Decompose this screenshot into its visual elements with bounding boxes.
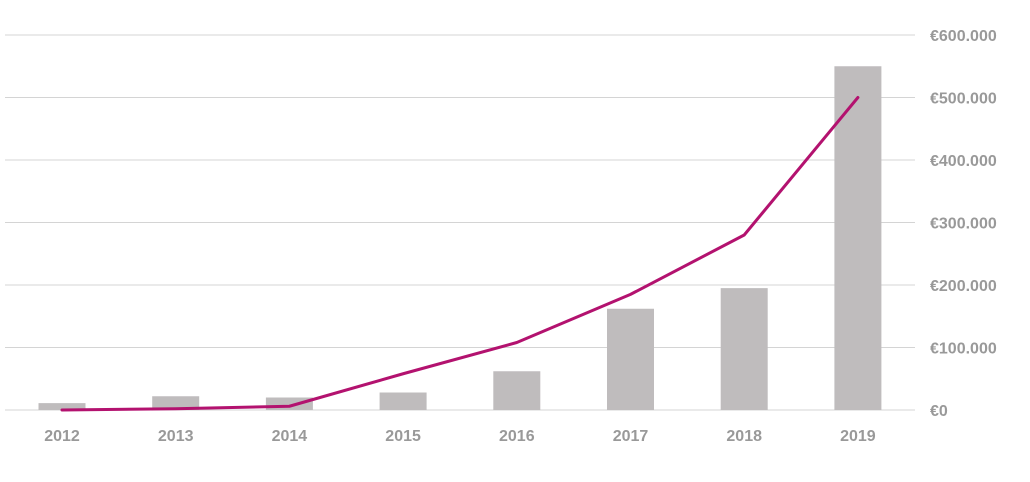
bar-2012 xyxy=(38,403,86,410)
y-tick-label: €400.000 xyxy=(930,153,997,170)
y-tick-label: €600.000 xyxy=(930,28,997,45)
line-series xyxy=(60,96,860,412)
bar-2017 xyxy=(607,308,654,410)
x-tick-label: 2012 xyxy=(44,428,80,445)
bar-2015 xyxy=(379,392,427,410)
y-tick-label: €300.000 xyxy=(930,216,997,233)
y-tick-label: €100.000 xyxy=(930,341,997,358)
line-layer xyxy=(60,96,860,412)
y-axis-tick-labels: €0 €100.000 €200.000 €300.000 €400.000 €500.0… xyxy=(930,28,997,420)
x-tick-label: 2015 xyxy=(385,428,421,445)
bar-2013 xyxy=(152,396,200,410)
x-tick-label: 2014 xyxy=(272,428,308,445)
grid-layer xyxy=(5,34,915,411)
x-tick-label: 2019 xyxy=(840,428,876,445)
bar-2018 xyxy=(720,288,768,410)
bar-2019 xyxy=(834,66,882,410)
y-tick-label: €200.000 xyxy=(930,278,997,295)
bar-2014 xyxy=(265,397,313,410)
x-tick-label: 2016 xyxy=(499,428,535,445)
x-tick-label: 2013 xyxy=(158,428,194,445)
y-tick-label: €500.000 xyxy=(930,91,997,108)
bar-2016 xyxy=(493,371,541,410)
x-tick-label: 2017 xyxy=(613,428,649,445)
x-axis-tick-labels: 2012 2013 2014 2015 2016 2017 2018 2019 xyxy=(44,428,876,445)
y-tick-label: €0 xyxy=(930,403,948,420)
bar-layer xyxy=(38,66,882,410)
x-tick-label: 2018 xyxy=(726,428,762,445)
